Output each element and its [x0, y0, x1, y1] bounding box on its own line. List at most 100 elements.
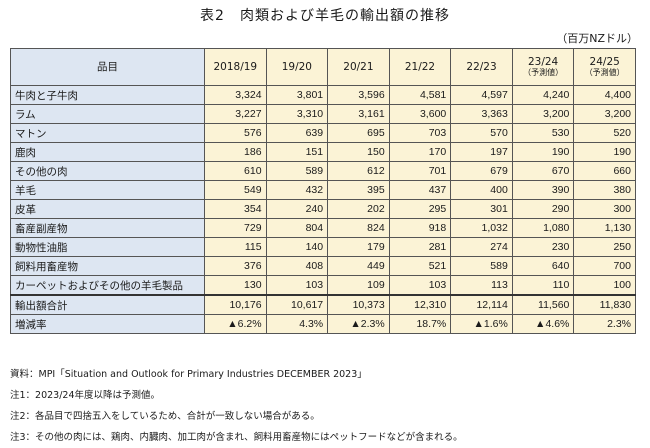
- cell-value: 432: [265, 180, 329, 200]
- column-header: 21/22: [388, 48, 452, 86]
- cell-value: 100: [573, 275, 636, 296]
- column-header: 19/20: [265, 48, 329, 86]
- cell-value: 520: [573, 123, 636, 143]
- unit-label: （百万NZドル）: [556, 32, 638, 45]
- row-label: 輸出額合計: [10, 294, 205, 315]
- page-title: 表2 肉類および羊毛の輸出額の推移: [200, 8, 450, 24]
- cell-value: 701: [388, 161, 452, 181]
- cell-value: 103: [388, 275, 452, 296]
- cell-value: 170: [388, 142, 452, 162]
- cell-value: 179: [327, 237, 390, 257]
- cell-value: 10,373: [327, 294, 390, 315]
- cell-value: 281: [388, 237, 452, 257]
- cell-value: 110: [511, 275, 575, 296]
- row-label: 皮革: [10, 199, 205, 219]
- cell-value: 240: [265, 199, 329, 219]
- cell-value: ▲4.6%: [511, 314, 575, 334]
- item-header: 品目: [10, 48, 205, 86]
- table-row: 皮革 354 240 202 295 301 290 300: [10, 199, 636, 219]
- cell-value: 103: [265, 275, 329, 296]
- cell-value: 376: [204, 256, 267, 276]
- cell-value: 230: [511, 237, 575, 257]
- cell-value: 390: [511, 180, 575, 200]
- cell-value: ▲2.3%: [327, 314, 390, 334]
- cell-value: 130: [204, 275, 267, 296]
- export-table: 品目 2018/19 19/20 20/21 21/22 22/23 23/24…: [10, 48, 636, 334]
- cell-value: 150: [327, 142, 390, 162]
- cell-value: 11,560: [511, 294, 575, 315]
- table-row: 畜産副産物 729 804 824 918 1,032 1,080 1,130: [10, 218, 636, 238]
- cell-value: 437: [388, 180, 452, 200]
- cell-value: 18.7%: [388, 314, 452, 334]
- cell-value: 3,200: [573, 104, 636, 124]
- cell-value: 274: [450, 237, 513, 257]
- cell-value: 4,597: [450, 85, 513, 105]
- cell-value: 109: [327, 275, 390, 296]
- table-row: 動物性油脂 115 140 179 281 274 230 250: [10, 237, 636, 257]
- cell-value: 12,310: [388, 294, 452, 315]
- cell-value: 612: [327, 161, 390, 181]
- table-row: マトン 576 639 695 703 570 530 520: [10, 123, 636, 143]
- cell-value: 703: [388, 123, 452, 143]
- row-label: 増減率: [10, 314, 205, 334]
- cell-value: 4,581: [388, 85, 452, 105]
- cell-value: 11,830: [573, 294, 636, 315]
- cell-value: 670: [511, 161, 575, 181]
- row-label: マトン: [10, 123, 205, 143]
- cell-value: 12,114: [450, 294, 513, 315]
- cell-value: 729: [204, 218, 267, 238]
- column-header: 23/24 （予測値）: [511, 48, 575, 86]
- cell-value: 113: [450, 275, 513, 296]
- cell-value: 4.3%: [265, 314, 329, 334]
- cell-value: 824: [327, 218, 390, 238]
- cell-value: 4,400: [573, 85, 636, 105]
- cell-value: 202: [327, 199, 390, 219]
- cell-value: 660: [573, 161, 636, 181]
- cell-value: 589: [265, 161, 329, 181]
- cell-value: 250: [573, 237, 636, 257]
- cell-value: 300: [573, 199, 636, 219]
- cell-value: 918: [388, 218, 452, 238]
- table-row: ラム 3,227 3,310 3,161 3,600 3,363 3,200 3,200: [10, 104, 636, 124]
- cell-value: 610: [204, 161, 267, 181]
- cell-value: 521: [388, 256, 452, 276]
- cell-value: 140: [265, 237, 329, 257]
- row-label: カーペットおよびその他の羊毛製品: [10, 275, 205, 296]
- cell-value: 295: [388, 199, 452, 219]
- cell-value: 589: [450, 256, 513, 276]
- cell-value: 549: [204, 180, 267, 200]
- table-row: 輸出額合計 10,176 10,617 10,373 12,310 12,114 11,56…: [10, 294, 636, 315]
- cell-value: 3,227: [204, 104, 267, 124]
- table-row: 鹿肉 186 151 150 170 197 190 190: [10, 142, 636, 162]
- cell-value: 3,363: [450, 104, 513, 124]
- cell-value: ▲6.2%: [204, 314, 267, 334]
- column-header: 2018/19: [204, 48, 267, 86]
- cell-value: 151: [265, 142, 329, 162]
- cell-value: 679: [450, 161, 513, 181]
- cell-value: 576: [204, 123, 267, 143]
- row-label: 牛肉と子牛肉: [10, 85, 205, 105]
- cell-value: 301: [450, 199, 513, 219]
- column-header: 24/25 （予測値）: [573, 48, 636, 86]
- cell-value: 1,080: [511, 218, 575, 238]
- cell-value: 700: [573, 256, 636, 276]
- cell-value: 380: [573, 180, 636, 200]
- cell-value: 354: [204, 199, 267, 219]
- cell-value: 1,130: [573, 218, 636, 238]
- row-label: 畜産副産物: [10, 218, 205, 238]
- row-label: 鹿肉: [10, 142, 205, 162]
- cell-value: 804: [265, 218, 329, 238]
- row-label: 羊毛: [10, 180, 205, 200]
- cell-value: 186: [204, 142, 267, 162]
- cell-value: 530: [511, 123, 575, 143]
- cell-value: 408: [265, 256, 329, 276]
- cell-value: 197: [450, 142, 513, 162]
- cell-value: 290: [511, 199, 575, 219]
- cell-value: 695: [327, 123, 390, 143]
- cell-value: 395: [327, 180, 390, 200]
- cell-value: 640: [511, 256, 575, 276]
- cell-value: 400: [450, 180, 513, 200]
- note-3: 注3：その他の肉には、鶏肉、内臓肉、加工肉が含まれ、飼料用畜産物にはペットフード…: [10, 432, 463, 443]
- row-label: その他の肉: [10, 161, 205, 181]
- table-row: 増減率 ▲6.2% 4.3% ▲2.3% 18.7% ▲1.6% ▲4.6% 2.3%: [10, 314, 636, 334]
